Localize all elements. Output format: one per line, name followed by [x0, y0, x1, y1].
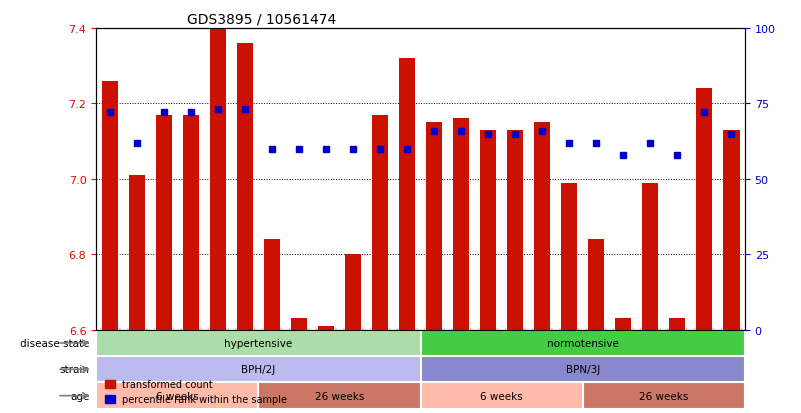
Bar	[642, 183, 658, 330]
Text: BPN/3J: BPN/3J	[566, 364, 600, 374]
FancyBboxPatch shape	[583, 382, 745, 409]
FancyBboxPatch shape	[258, 382, 421, 409]
Bar	[372, 116, 388, 330]
FancyBboxPatch shape	[421, 330, 745, 356]
Bar	[264, 240, 280, 330]
Bar	[453, 119, 469, 330]
Text: 26 weeks: 26 weeks	[315, 391, 364, 401]
Bar	[723, 131, 739, 330]
Bar	[480, 131, 496, 330]
FancyBboxPatch shape	[96, 330, 421, 356]
Bar	[291, 318, 307, 330]
Bar	[670, 318, 686, 330]
Bar	[183, 116, 199, 330]
FancyBboxPatch shape	[96, 356, 421, 382]
Text: hypertensive: hypertensive	[224, 338, 292, 348]
FancyBboxPatch shape	[421, 382, 583, 409]
Bar	[399, 59, 415, 330]
Text: BPH/2J: BPH/2J	[241, 364, 276, 374]
Bar	[237, 44, 253, 330]
Bar	[507, 131, 523, 330]
Text: GDS3895 / 10561474: GDS3895 / 10561474	[187, 12, 336, 26]
Bar	[102, 82, 118, 330]
Text: disease state: disease state	[20, 338, 90, 348]
Bar	[128, 176, 145, 330]
Text: strain: strain	[59, 364, 90, 374]
Bar	[344, 255, 361, 330]
Text: age: age	[70, 391, 90, 401]
Bar	[155, 116, 171, 330]
Legend: transformed count, percentile rank within the sample: transformed count, percentile rank withi…	[101, 375, 292, 408]
FancyBboxPatch shape	[96, 382, 258, 409]
Bar	[534, 123, 550, 330]
Text: 26 weeks: 26 weeks	[639, 391, 689, 401]
Bar	[615, 318, 631, 330]
Text: 6 weeks: 6 weeks	[156, 391, 199, 401]
FancyBboxPatch shape	[421, 356, 745, 382]
Bar	[426, 123, 442, 330]
Bar	[561, 183, 578, 330]
Bar	[318, 326, 334, 330]
Bar	[696, 89, 713, 330]
Bar	[588, 240, 605, 330]
Text: normotensive: normotensive	[547, 338, 618, 348]
Bar	[210, 29, 226, 330]
Text: 6 weeks: 6 weeks	[481, 391, 523, 401]
